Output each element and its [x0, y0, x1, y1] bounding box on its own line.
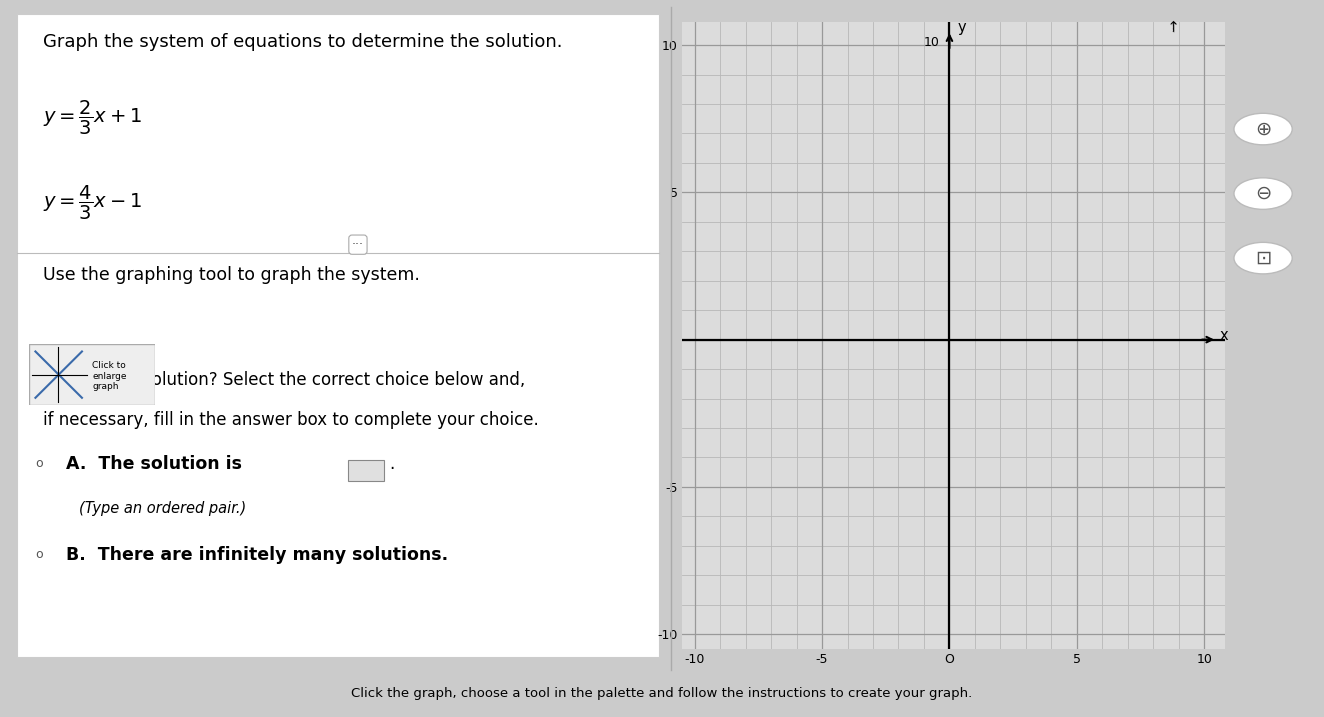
Text: A.  The solution is: A. The solution is	[66, 455, 242, 473]
Text: (Type an ordered pair.): (Type an ordered pair.)	[79, 500, 246, 516]
Text: Click the graph, choose a tool in the palette and follow the instructions to cre: Click the graph, choose a tool in the pa…	[351, 687, 973, 701]
Text: o: o	[36, 549, 44, 561]
Text: ⊖: ⊖	[1255, 184, 1271, 203]
Text: $y = \dfrac{4}{3}x - 1$: $y = \dfrac{4}{3}x - 1$	[44, 184, 142, 222]
Text: ⊕: ⊕	[1255, 120, 1271, 138]
Text: 10: 10	[923, 36, 939, 49]
Text: if necessary, fill in the answer box to complete your choice.: if necessary, fill in the answer box to …	[44, 411, 539, 429]
Text: x: x	[1219, 328, 1229, 343]
Text: .: .	[389, 455, 395, 473]
Text: B.  There are infinitely many solutions.: B. There are infinitely many solutions.	[66, 546, 449, 564]
Text: Graph the system of equations to determine the solution.: Graph the system of equations to determi…	[44, 34, 563, 52]
Text: ⊡: ⊡	[1255, 249, 1271, 267]
Text: o: o	[36, 457, 44, 470]
Bar	[348, 460, 384, 481]
Text: $y = \dfrac{2}{3}x + 1$: $y = \dfrac{2}{3}x + 1$	[44, 99, 142, 137]
Text: What is the solution? Select the correct choice below and,: What is the solution? Select the correct…	[44, 371, 526, 389]
Text: ···: ···	[352, 238, 364, 251]
Text: Click to
enlarge
graph: Click to enlarge graph	[91, 361, 127, 391]
Text: y: y	[957, 20, 965, 35]
Text: ↖: ↖	[1162, 18, 1181, 37]
Text: Use the graphing tool to graph the system.: Use the graphing tool to graph the syste…	[44, 266, 420, 284]
